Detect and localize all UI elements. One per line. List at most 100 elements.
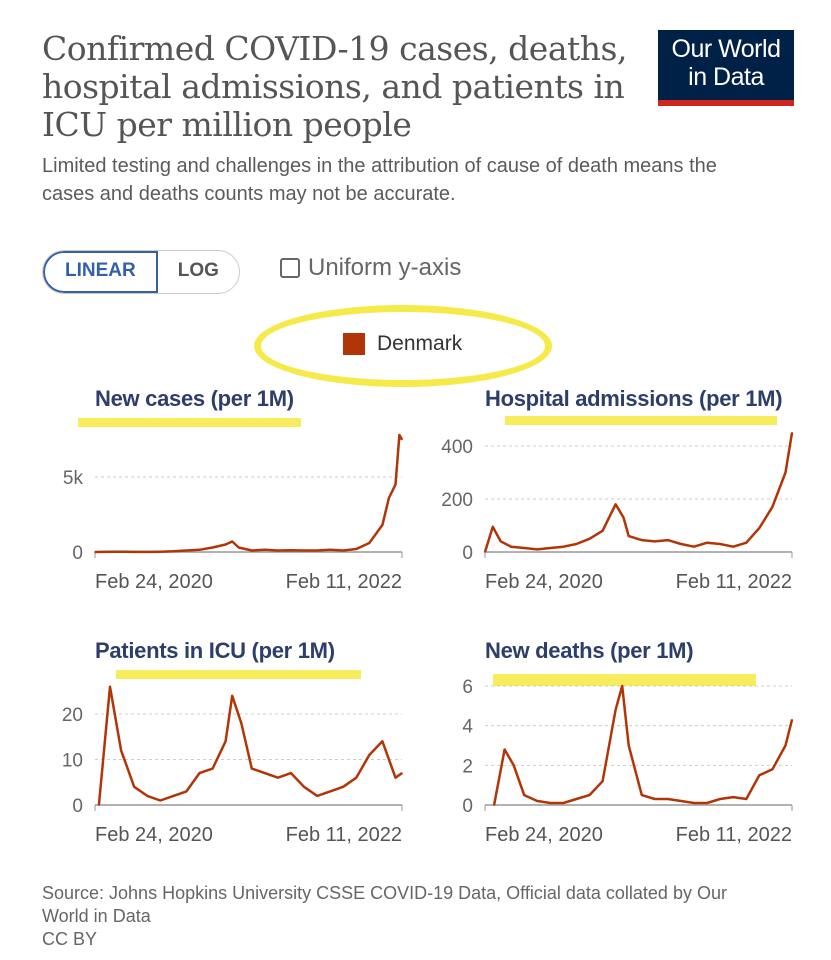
owid-logo[interactable]: Our World in Data [658,30,794,106]
legend-item-denmark[interactable]: Denmark [343,332,462,356]
data-point [654,798,656,800]
series-line-denmark [492,684,794,806]
data-point [250,767,253,770]
data-point [493,804,495,806]
underline-annotation [505,416,777,425]
data-point [706,802,708,804]
data-point [680,800,682,802]
data-point [211,767,214,770]
data-point [398,434,401,436]
data-point [381,740,384,743]
x-tick-label: Feb 11, 2022 [286,824,402,846]
data-point [146,551,149,553]
data-point [381,524,384,526]
data-point [303,786,305,788]
data-point [627,744,630,747]
data-point [394,776,397,779]
data-point [732,545,735,548]
panel-title-deaths: New deaths (per 1M) [485,638,694,663]
data-point [316,795,318,797]
data-point [98,804,100,806]
data-point [745,541,748,544]
license-text: CC BY [42,929,98,949]
uniform-label: Uniform y-axis [308,254,462,281]
data-point [185,549,188,552]
data-point [667,798,669,800]
x-tick-label: Feb 24, 2020 [485,571,603,593]
data-point [290,549,292,551]
data-point [198,772,201,774]
data-point [237,546,240,549]
uniform-y-axis-checkbox[interactable]: Uniform y-axis [280,254,461,282]
y-tick-label: 400 [441,437,473,458]
data-point [640,794,643,796]
x-tick-label: Feb 24, 2020 [95,571,213,593]
data-point [771,506,774,508]
linear-button[interactable]: LINEAR [43,251,158,293]
data-point [159,550,162,553]
data-point [368,754,371,756]
data-point [211,546,214,549]
x-tick-label: Feb 11, 2022 [676,571,792,593]
data-point [732,796,735,798]
data-point [536,548,539,551]
data-point [316,549,318,552]
data-point [133,551,135,553]
data-point [198,548,201,551]
data-point [621,685,623,687]
log-button[interactable]: LOG [177,260,219,281]
data-point [499,540,502,543]
data-point [719,798,721,800]
data-point [588,537,591,540]
data-point [758,774,761,777]
data-point [601,780,604,782]
y-tick-label: 2 [462,756,473,777]
data-point [240,722,243,724]
data-point [784,471,787,474]
data-point [758,527,761,529]
data-point [342,549,345,552]
x-tick-label: Feb 24, 2020 [95,824,213,846]
x-tick-label: Feb 11, 2022 [286,571,402,593]
data-point [745,798,748,800]
legend-label: Denmark [377,332,463,355]
data-point [575,798,578,800]
data-point [622,516,625,519]
data-point [264,772,266,774]
data-point [771,768,774,771]
data-point [264,548,266,551]
data-point [303,549,305,552]
data-point [654,540,656,543]
legend-swatch [343,333,365,355]
series-line-denmark [483,432,794,553]
data-point [706,541,708,544]
y-tick-label: 0 [72,543,83,564]
data-point [719,543,721,545]
logo-line-1: Our World [671,35,781,63]
data-point [120,550,122,553]
data-point [368,542,371,544]
data-point [523,547,525,549]
y-tick-label: 0 [462,543,473,564]
data-point [231,540,233,543]
data-point [342,786,345,788]
data-point [172,795,175,797]
data-point [94,551,96,553]
data-point [510,545,512,548]
data-point [492,526,494,528]
y-tick-label: 200 [441,490,473,511]
underline-annotation [78,418,301,427]
data-point [120,749,122,752]
data-point [277,776,279,779]
data-point [503,748,506,751]
data-point [172,550,175,553]
data-point [512,764,515,767]
data-point [601,530,604,532]
underline-annotation [116,670,361,679]
series-line-denmark [97,685,403,806]
data-point [791,431,793,434]
data-point [159,799,162,802]
data-point [388,497,390,499]
